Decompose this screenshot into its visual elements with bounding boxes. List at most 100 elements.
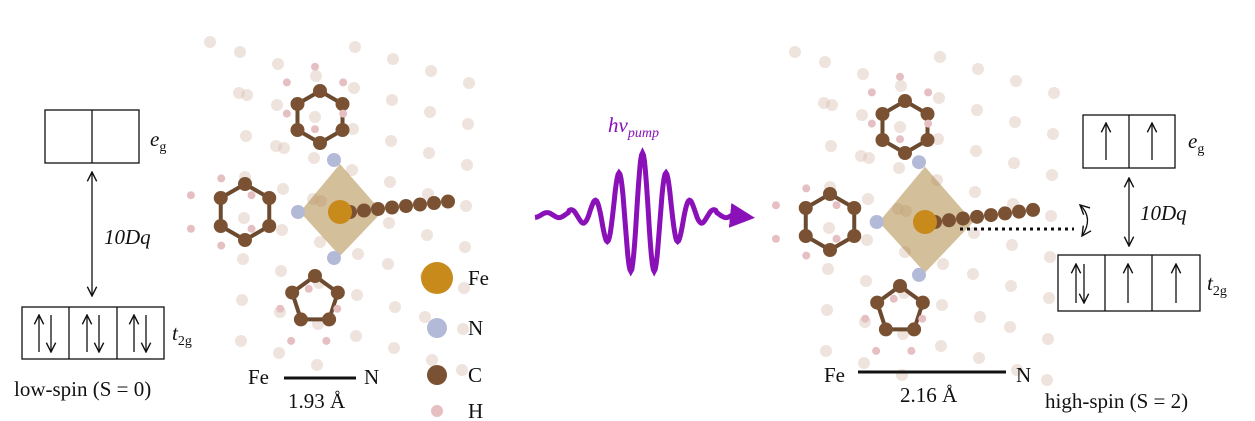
- background-atom: [895, 80, 907, 92]
- carbon-atom: [331, 286, 345, 300]
- hydrogen-atom: [896, 135, 904, 143]
- carbon-atom: [921, 107, 935, 121]
- bond-atom: N: [1016, 363, 1031, 387]
- background-atom: [460, 200, 472, 212]
- hydrogen-atom: [872, 347, 880, 355]
- hydrogen-atom: [287, 337, 295, 345]
- carbon-atom: [385, 201, 399, 215]
- hydrogen-atom: [861, 315, 869, 323]
- carbon-atom: [875, 107, 889, 121]
- background-atom: [1042, 333, 1054, 345]
- carbon-atom: [313, 136, 327, 150]
- background-atom: [1046, 169, 1058, 181]
- carbon-atom: [893, 279, 907, 293]
- carbon-atom: [313, 84, 327, 98]
- nitrogen-atom: [291, 205, 305, 219]
- carbon-atom: [984, 208, 998, 222]
- background-atom: [825, 140, 837, 152]
- carbon-atom: [907, 322, 921, 336]
- pump-label: hνpump: [608, 113, 659, 141]
- background-atom: [1043, 292, 1055, 304]
- background-atom: [310, 70, 322, 82]
- carbon-atom: [847, 201, 861, 215]
- hydrogen-atom: [772, 201, 780, 209]
- spins: [39, 315, 146, 352]
- legend: Fe N C H: [421, 262, 489, 421]
- hydrogen-atom: [896, 73, 904, 81]
- background-atom: [1048, 87, 1060, 99]
- hydrogen-atom: [802, 184, 810, 192]
- carbon-atom: [294, 312, 308, 326]
- carbon-atom: [336, 97, 350, 111]
- hydrogen-atom: [311, 63, 319, 71]
- hydrogen-atom: [868, 120, 876, 128]
- background-atom: [862, 193, 874, 205]
- carbon-atom: [308, 269, 322, 283]
- hydrogen-atom: [217, 242, 225, 250]
- legend-label: C: [468, 363, 482, 387]
- carbon-atom: [371, 202, 385, 216]
- splitting-label: 10Dq: [1140, 201, 1187, 225]
- background-atom: [276, 224, 288, 236]
- splitting-label: 10Dq: [104, 225, 151, 249]
- hydrogen-atom: [248, 225, 256, 233]
- carbon-atom: [898, 146, 912, 160]
- background-atom: [459, 241, 471, 253]
- bond-atom: N: [364, 365, 379, 389]
- background-atom: [382, 258, 394, 270]
- pump-pulse: [535, 153, 750, 271]
- background-atom: [936, 299, 948, 311]
- carbon-atom: [441, 195, 455, 209]
- background-atom: [419, 311, 431, 323]
- carbon-atom: [875, 133, 889, 147]
- carbon-atom: [238, 177, 252, 191]
- carbon-atom: [898, 94, 912, 108]
- background-atom: [972, 63, 984, 75]
- carbon-atom: [214, 219, 228, 233]
- hydrogen-atom: [276, 305, 284, 313]
- background-atom: [969, 186, 981, 198]
- carbon-atom: [262, 191, 276, 205]
- background-atom: [421, 229, 433, 241]
- carbon-atom: [799, 201, 813, 215]
- background-atom: [423, 147, 435, 159]
- t2g-box: [22, 307, 164, 359]
- background-atom: [934, 51, 946, 63]
- background-atom: [237, 253, 249, 265]
- carbon-atom: [942, 213, 956, 227]
- iron-atom: [328, 200, 352, 224]
- background-atom: [819, 56, 831, 68]
- background-atom: [937, 258, 949, 270]
- hydrogen-atom: [907, 347, 915, 355]
- carbon-atom: [1026, 203, 1040, 217]
- carbon-atom: [799, 229, 813, 243]
- hydrogen-atom: [322, 337, 330, 345]
- legend-swatch: [431, 405, 443, 417]
- carbon-atom: [823, 187, 837, 201]
- legend-label: H: [468, 399, 483, 421]
- hydrogen-atom: [283, 110, 291, 118]
- hydrogen-atom: [890, 295, 898, 303]
- carbon-atom: [879, 322, 893, 336]
- background-atom: [933, 92, 945, 104]
- background-atom: [823, 222, 835, 234]
- carbon-atom: [336, 123, 350, 137]
- hydrogen-atom: [924, 120, 932, 128]
- background-atom: [463, 77, 475, 89]
- background-atom: [238, 212, 250, 224]
- background-atom: [893, 162, 905, 174]
- high-spin-diagram: eg 10Dq t2g high-spin (S = 2) Fe N 2.16 …: [824, 115, 1227, 413]
- background-atom: [971, 104, 983, 116]
- carbon-atom: [921, 133, 935, 147]
- background-atom: [384, 176, 396, 188]
- carbon-atom: [322, 312, 336, 326]
- hydrogen-atom: [248, 191, 256, 199]
- carbon-atom: [956, 212, 970, 226]
- background-atom: [821, 304, 833, 316]
- background-atom: [1006, 239, 1018, 251]
- carbon-atom: [970, 210, 984, 224]
- background-atom: [820, 345, 832, 357]
- legend-swatch: [427, 318, 447, 338]
- hydrogen-atom: [339, 78, 347, 86]
- background-atom: [789, 46, 801, 58]
